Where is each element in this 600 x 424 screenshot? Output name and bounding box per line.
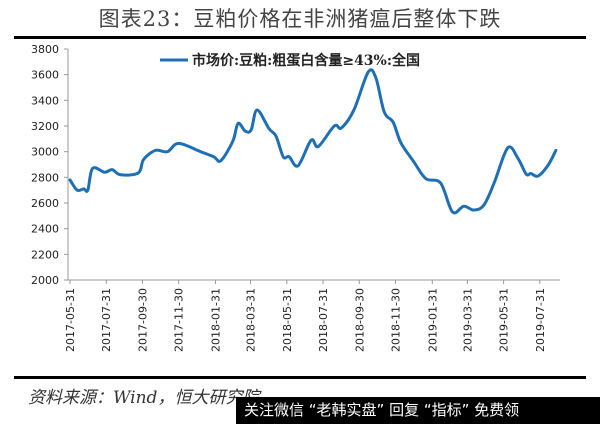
y-tick-label: 2800	[31, 171, 59, 184]
x-tick-label: 2018-11-30	[389, 288, 402, 352]
x-tick-label: 2017-09-30	[136, 288, 149, 352]
x-tick-label: 2018-01-31	[210, 288, 223, 352]
x-tick-label: 2018-03-31	[245, 288, 258, 352]
x-tick-label: 2017-07-31	[100, 288, 113, 352]
y-tick-label: 2000	[31, 274, 59, 287]
line-chart: 3800 3600 3400 3200 3000 2800 2600 2400 2200 2000…	[31, 43, 560, 352]
x-tick-label: 2018-09-30	[353, 288, 366, 352]
series-line	[68, 68, 558, 215]
watermark-banner: 关注微信 “老韩实盘” 回复 “指标” 免费领	[236, 397, 600, 424]
bottom-rule	[14, 376, 586, 379]
y-tick-label: 3200	[31, 120, 59, 133]
x-tick-label: 2019-05-31	[498, 288, 511, 352]
y-tick-label: 2600	[31, 197, 59, 210]
y-tick-label: 2400	[31, 223, 59, 236]
x-tick-label: 2017-11-30	[173, 288, 186, 352]
top-rule	[14, 36, 586, 39]
y-tick-label: 3800	[31, 43, 59, 56]
x-tick-label: 2018-07-31	[317, 288, 330, 352]
figure-title: 图表23：豆粕价格在非洲猪瘟后整体下跌	[98, 7, 502, 31]
x-tick-label: 2019-01-31	[426, 288, 439, 352]
x-tick-label: 2018-05-31	[281, 288, 294, 352]
y-tick-label: 3400	[31, 94, 59, 107]
y-tick-label: 3600	[31, 69, 59, 82]
y-tick-label: 2200	[31, 248, 59, 261]
y-axis: 3800 3600 3400 3200 3000 2800 2600 2400 2200 2000	[31, 43, 69, 287]
x-tick-label: 2019-03-31	[461, 288, 474, 352]
y-tick-label: 3000	[31, 146, 59, 159]
x-axis: 2017-05-31 2017-07-31 2017-09-30 2017-11-30…	[64, 279, 560, 352]
legend-label: 市场价:豆粕:粗蛋白含量≥43%:全国	[192, 52, 420, 69]
source-note: 资料来源：Wind，恒大研究院	[28, 388, 260, 408]
legend: 市场价:豆粕:粗蛋白含量≥43%:全国	[160, 52, 420, 69]
x-tick-label: 2017-05-31	[64, 288, 77, 352]
x-tick-label: 2019-07-31	[534, 288, 547, 352]
